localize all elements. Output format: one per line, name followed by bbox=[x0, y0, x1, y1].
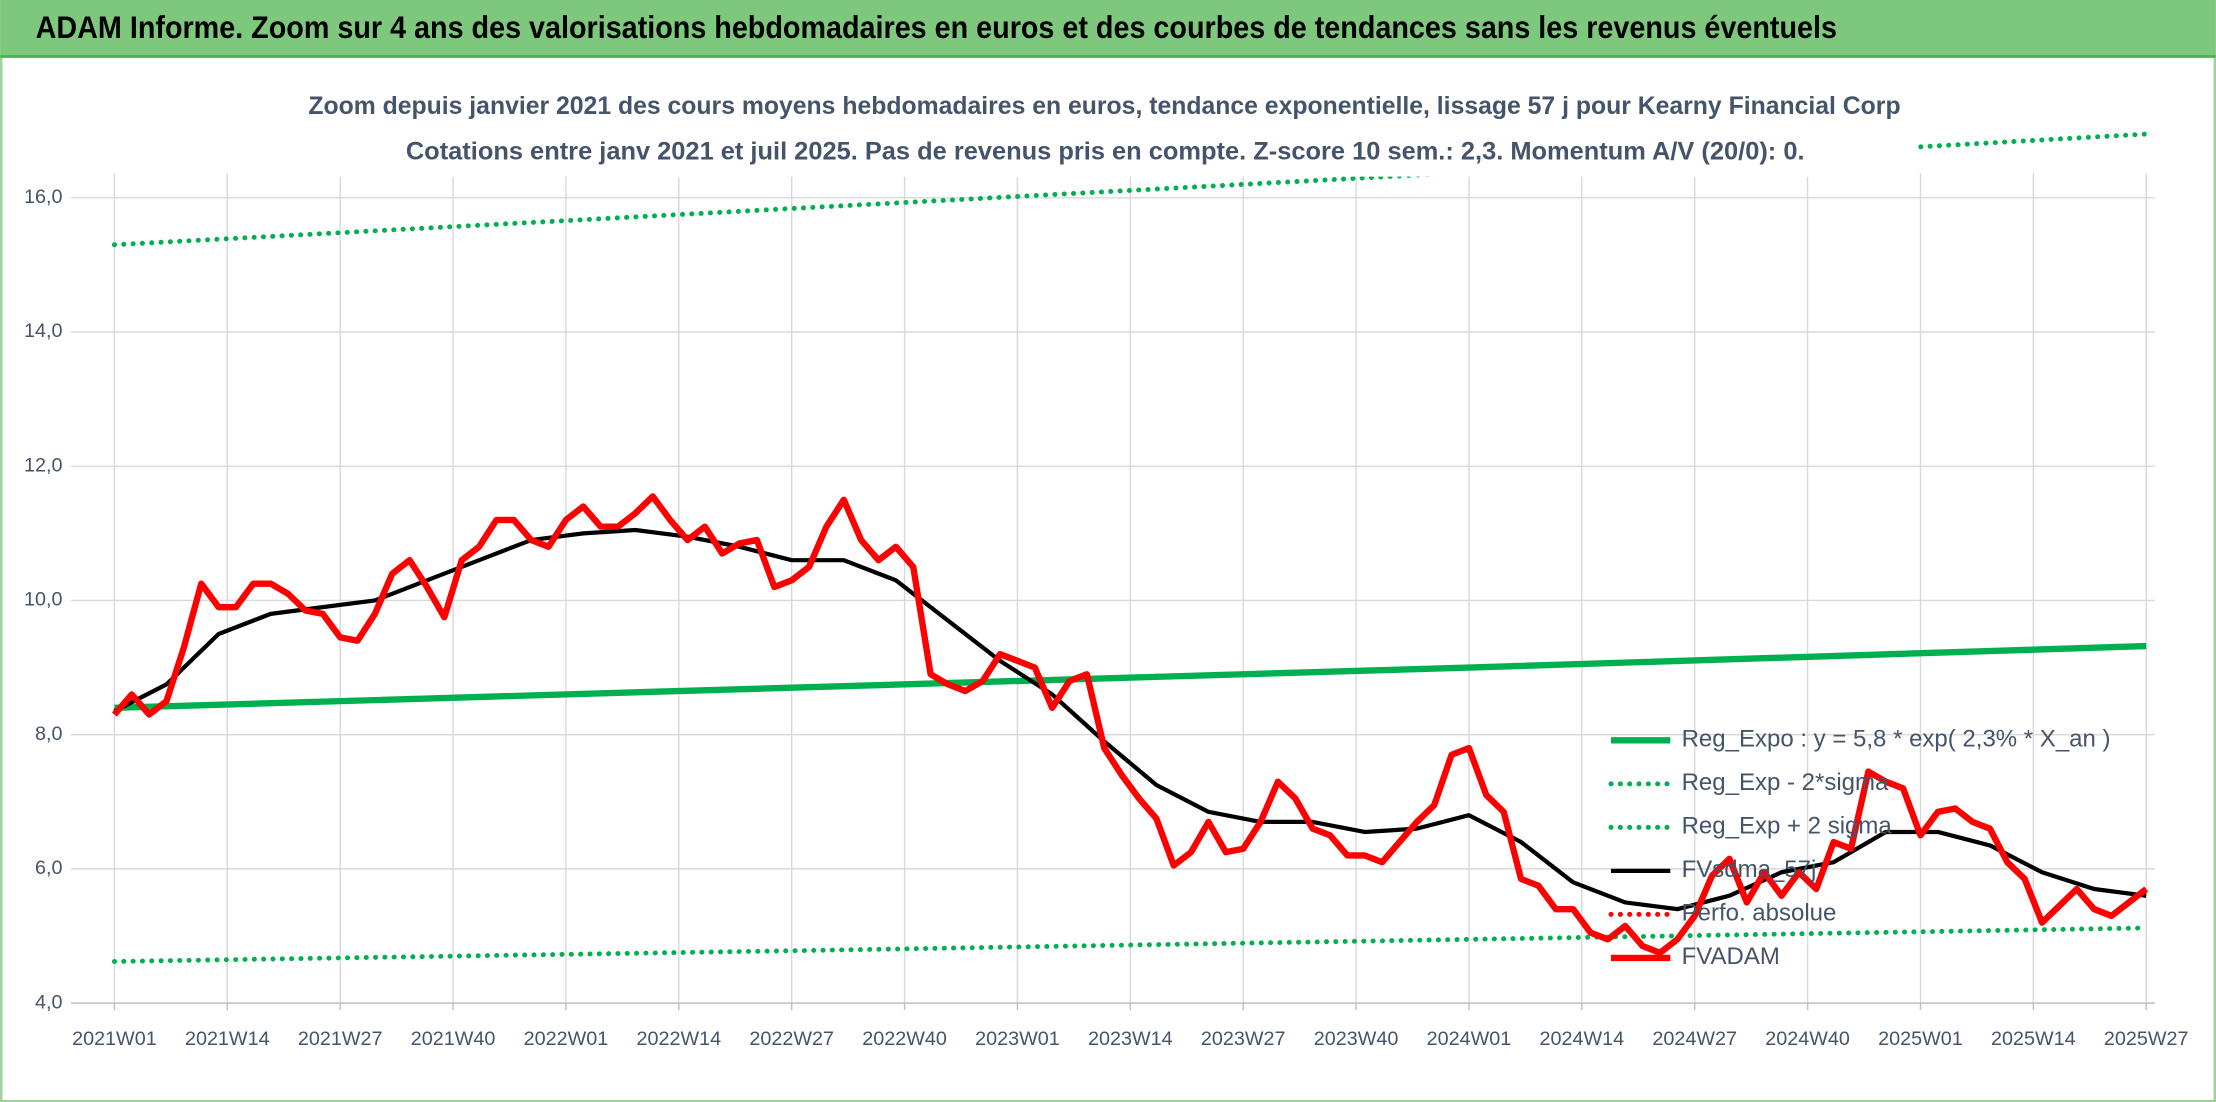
x-tick-label: 2022W27 bbox=[749, 1028, 834, 1050]
x-tick-label: 2025W01 bbox=[1878, 1028, 1963, 1050]
x-tick-label: 2022W14 bbox=[636, 1028, 721, 1050]
y-tick-label: 10,0 bbox=[24, 589, 62, 611]
chart-title: ADAM Informe. Zoom sur 4 ans des valoris… bbox=[36, 10, 1837, 45]
y-tick-label: 8,0 bbox=[35, 723, 62, 745]
legend-label: Reg_Expo : y = 5,8 * exp( 2,3% * X_an ) bbox=[1682, 726, 2111, 753]
chart-subtitle: Cotations entre janv 2021 et juil 2025. … bbox=[406, 137, 1805, 165]
series-line bbox=[111, 925, 2149, 964]
x-tick-label: 2022W01 bbox=[524, 1028, 609, 1050]
series-line bbox=[113, 527, 2147, 912]
legend-label: FVADAM bbox=[1682, 943, 1780, 970]
series-line bbox=[114, 642, 2147, 712]
x-tick-label: 2023W14 bbox=[1088, 1028, 1173, 1050]
y-tick-label: 14,0 bbox=[24, 320, 62, 342]
subtitle-box bbox=[289, 81, 1915, 177]
x-tick-label: 2025W14 bbox=[1991, 1028, 2076, 1050]
header-band bbox=[0, 0, 2216, 57]
x-tick-label: 2023W27 bbox=[1201, 1028, 1286, 1050]
legend-label: Reg_Exp + 2 sigma bbox=[1682, 813, 1893, 840]
x-tick-label: 2022W40 bbox=[862, 1028, 947, 1050]
x-tick-label: 2021W27 bbox=[298, 1028, 383, 1050]
y-tick-label: 16,0 bbox=[24, 186, 62, 208]
chart-subtitle: Zoom depuis janvier 2021 des cours moyen… bbox=[308, 92, 1900, 120]
x-tick-label: 2024W27 bbox=[1652, 1028, 1737, 1050]
x-tick-label: 2025W27 bbox=[2104, 1028, 2189, 1050]
x-tick-label: 2023W40 bbox=[1314, 1028, 1399, 1050]
y-tick-label: 12,0 bbox=[24, 454, 62, 476]
legend-label: Perfo. absolue bbox=[1682, 900, 1837, 927]
x-tick-label: 2023W01 bbox=[975, 1028, 1060, 1050]
x-tick-label: 2024W01 bbox=[1427, 1028, 1512, 1050]
series-line bbox=[111, 493, 2149, 956]
x-tick-label: 2024W40 bbox=[1765, 1028, 1850, 1050]
legend-label: Reg_Exp - 2*sigma bbox=[1682, 769, 1889, 796]
legend-label: FVsdma_57j bbox=[1682, 856, 1817, 883]
y-tick-label: 4,0 bbox=[35, 991, 62, 1013]
x-tick-label: 2024W14 bbox=[1540, 1028, 1625, 1050]
x-tick-label: 2021W01 bbox=[72, 1028, 157, 1050]
x-tick-label: 2021W40 bbox=[411, 1028, 496, 1050]
y-tick-label: 6,0 bbox=[35, 857, 62, 879]
x-tick-label: 2021W14 bbox=[185, 1028, 270, 1050]
